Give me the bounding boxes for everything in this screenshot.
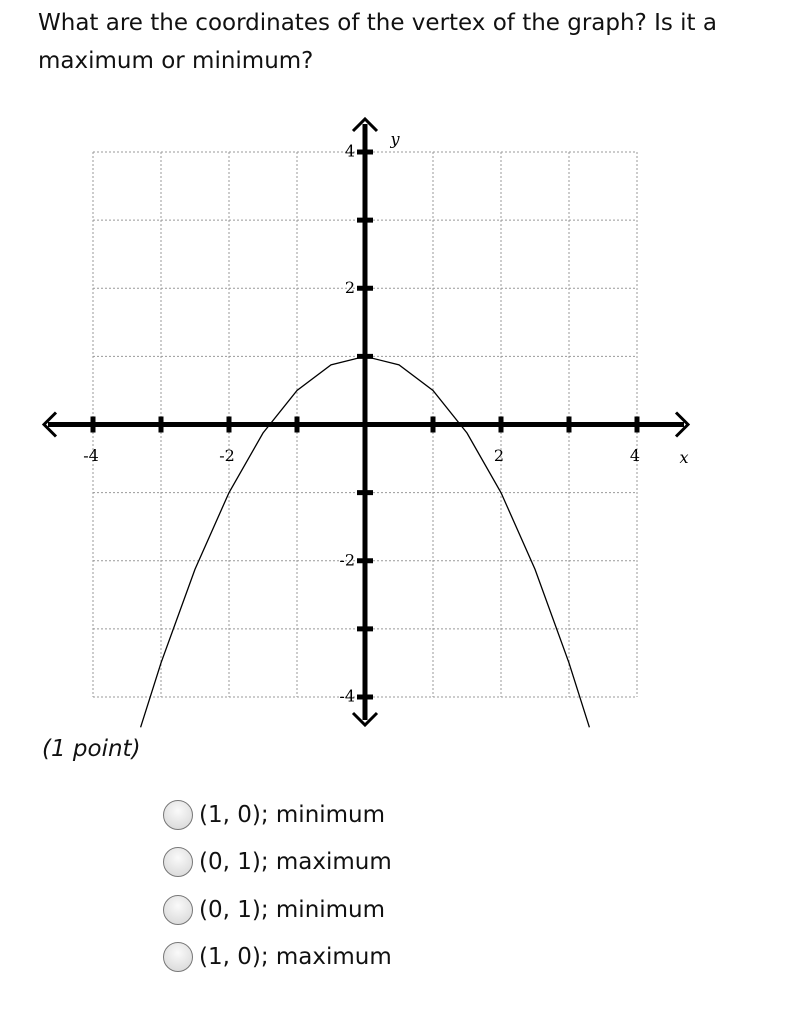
arrow <box>351 711 379 728</box>
graph: -4 -2 2 4 -4 -2 2 4 x y <box>41 116 691 728</box>
option-label: (0, 1); maximum <box>199 849 392 875</box>
option[interactable]: (1, 0); minimum <box>163 797 385 833</box>
option[interactable]: (0, 1); minimum <box>163 892 385 928</box>
x-tick-label: 4 <box>630 446 640 465</box>
x-tick-label: -4 <box>83 446 99 465</box>
y-tick-label: 4 <box>345 142 355 161</box>
curve <box>139 355 591 728</box>
question: What are the coordinates of the vertex o… <box>38 10 717 74</box>
y-tick-label: 2 <box>345 278 355 297</box>
radio[interactable] <box>163 895 193 925</box>
radio[interactable] <box>163 942 193 972</box>
option[interactable]: (0, 1); maximum <box>163 844 392 880</box>
points: (1 point) <box>42 736 141 762</box>
x-axis-label: x <box>679 448 688 467</box>
y-tick-label: -4 <box>339 687 355 706</box>
radio[interactable] <box>163 800 193 830</box>
arrow <box>674 411 691 438</box>
arrow <box>351 116 379 133</box>
arrow <box>41 411 58 438</box>
x-tick-label: -2 <box>219 446 235 465</box>
option[interactable]: (1, 0); maximum <box>163 939 392 975</box>
y-tick-label: -2 <box>339 550 355 569</box>
option-label: (0, 1); minimum <box>199 897 386 923</box>
radio[interactable] <box>163 847 193 877</box>
option-label: (1, 0); maximum <box>199 944 392 970</box>
x-tick-label: 2 <box>494 446 504 465</box>
option-label: (1, 0); minimum <box>199 802 386 828</box>
y-axis-label: y <box>389 130 400 149</box>
